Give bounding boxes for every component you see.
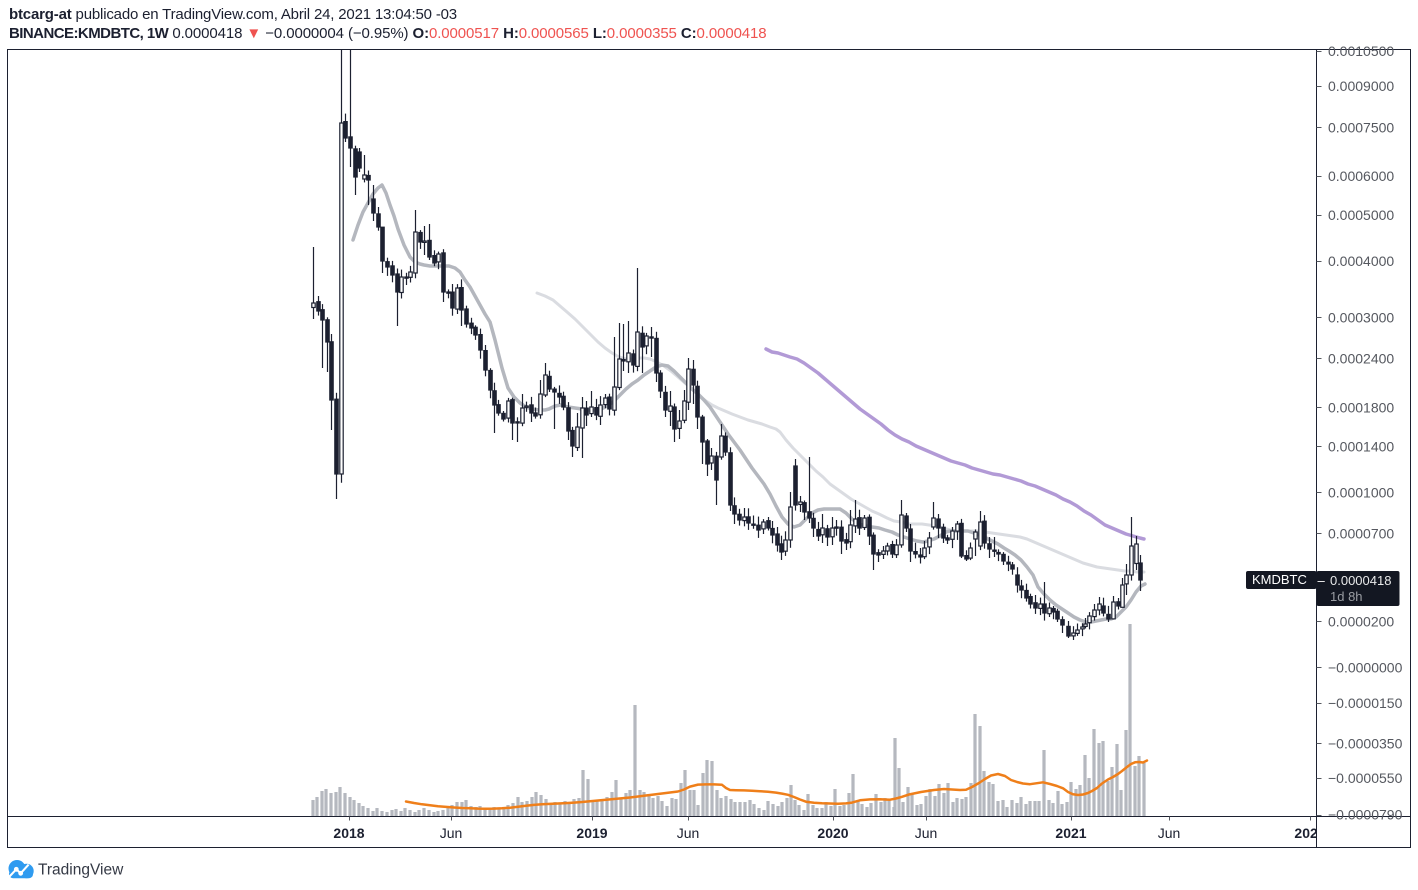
svg-text:0.0000418: 0.0000418 (1330, 573, 1391, 588)
svg-text:0.0001800: 0.0001800 (1328, 400, 1394, 416)
svg-text:2021: 2021 (1055, 825, 1086, 841)
svg-text:0.0002400: 0.0002400 (1328, 351, 1394, 367)
svg-text:0.0001000: 0.0001000 (1328, 484, 1394, 500)
svg-text:–: – (1318, 573, 1326, 588)
svg-text:2019: 2019 (576, 825, 607, 841)
svg-text:−0.0000150: −0.0000150 (1328, 695, 1403, 711)
svg-text:2022: 2022 (1294, 825, 1325, 841)
svg-text:0.0003000: 0.0003000 (1328, 310, 1394, 326)
svg-text:0.0009000: 0.0009000 (1328, 78, 1394, 94)
svg-text:0.0000700: 0.0000700 (1328, 526, 1394, 542)
svg-text:−0.0000350: −0.0000350 (1328, 735, 1403, 751)
svg-text:0.0004000: 0.0004000 (1328, 253, 1394, 269)
svg-text:−0.0000790: −0.0000790 (1328, 807, 1403, 823)
svg-text:0.0007500: 0.0007500 (1328, 119, 1394, 135)
svg-text:Jun: Jun (440, 825, 463, 841)
svg-text:KMDBTC: KMDBTC (1252, 572, 1307, 587)
svg-text:2018: 2018 (333, 825, 364, 841)
svg-text:btcarg-at publicado en Trading: btcarg-at publicado en TradingView.com, … (9, 6, 457, 23)
svg-text:BINANCE:KMDBTC, 1W 0.0000418 ▼: BINANCE:KMDBTC, 1W 0.0000418 ▼ −0.000000… (9, 25, 767, 42)
svg-text:Jun: Jun (915, 825, 938, 841)
svg-text:Jun: Jun (677, 825, 700, 841)
svg-text:1d 8h: 1d 8h (1330, 589, 1363, 604)
svg-text:TradingView: TradingView (38, 862, 124, 879)
svg-text:−0.0000000: −0.0000000 (1328, 660, 1403, 676)
svg-text:Jun: Jun (1158, 825, 1181, 841)
svg-text:0.0001400: 0.0001400 (1328, 438, 1394, 454)
svg-text:0.0010500: 0.0010500 (1328, 43, 1394, 59)
svg-text:−0.0000550: −0.0000550 (1328, 770, 1403, 786)
svg-text:0.0006000: 0.0006000 (1328, 168, 1394, 184)
svg-text:0.0000200: 0.0000200 (1328, 613, 1394, 629)
svg-text:2020: 2020 (817, 825, 848, 841)
svg-text:0.0005000: 0.0005000 (1328, 207, 1394, 223)
